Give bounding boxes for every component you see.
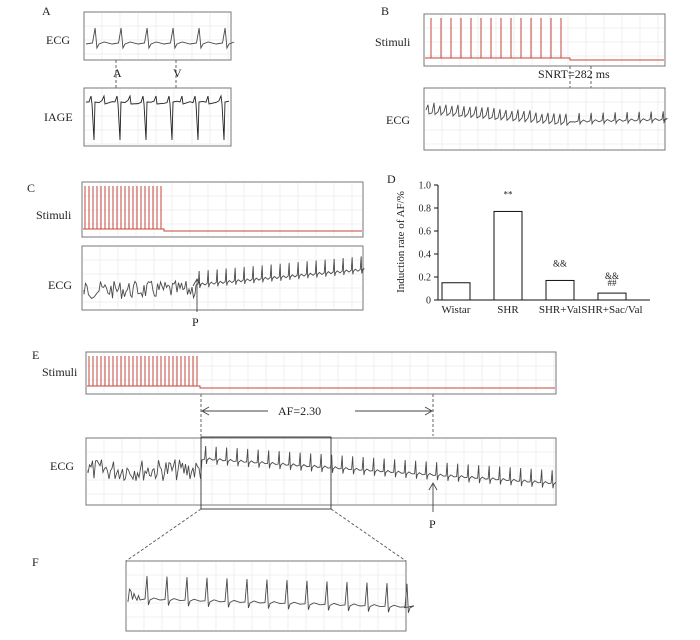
panel-e-stimuli-label: Stimuli <box>42 365 78 379</box>
panel-a-ecg-box <box>83 11 232 61</box>
category-label: Wistar <box>442 304 471 316</box>
panel-e-marker-p: P <box>429 517 436 531</box>
panel-d-y-ticks: 0 0.2 0.4 0.6 0.8 1.0 <box>419 181 438 307</box>
panel-c-marker-p: P <box>192 315 199 329</box>
panel-e-ecg-trace <box>87 445 557 489</box>
significance-mark: && <box>605 271 619 281</box>
panel-e-af-annotation: AF=2.30 <box>278 404 321 418</box>
panel-c-stimuli-label: Stimuli <box>36 208 72 222</box>
category-label: SHR <box>497 304 519 316</box>
panel-e-stimuli-box <box>85 351 557 395</box>
panel-e-stimulus-pulses <box>87 356 555 389</box>
stimulus-baseline <box>83 228 362 232</box>
y-tick-label: 0.8 <box>419 204 432 215</box>
panel-d-ylabel: Induction rate of AF/% <box>395 191 407 293</box>
panel-a-iage-trace <box>85 94 230 141</box>
significance-mark: && <box>553 258 567 268</box>
panel-d-bars <box>441 210 627 301</box>
panel-c-ecg-box <box>81 245 364 311</box>
panel-e-span-right-head <box>424 406 433 416</box>
panel-e-ecg-box <box>85 437 557 506</box>
panel-e-span-left-head <box>201 406 210 416</box>
panel-e: Stimuli AF=2.30 ECG P <box>42 351 557 531</box>
panel-d-letter: D <box>387 172 396 186</box>
panel-e-ecg-grid <box>87 439 555 504</box>
significance-mark: ## <box>608 278 618 288</box>
panel-a-ecg-trace <box>85 27 235 50</box>
panel-a-marker-a: A <box>113 66 122 80</box>
panel-b-ecg-label: ECG <box>386 113 410 127</box>
y-tick-label: 0.2 <box>419 273 432 284</box>
category-label: SHR+Val <box>539 304 581 316</box>
panel-a-iage-grid <box>85 89 230 145</box>
panel-e-p-arrowhead <box>428 482 438 491</box>
panel-e-letter: E <box>32 348 39 362</box>
panel-f-ecg-grid <box>127 562 405 630</box>
panel-c-stimulus-pulses <box>83 186 362 232</box>
y-tick-label: 0 <box>426 296 431 307</box>
panel-f-ecg-trace <box>127 575 415 613</box>
panel-a-iage-label: IAGE <box>44 110 73 124</box>
category-label: SHR+Sac/Val <box>581 304 642 316</box>
stimulus-baseline <box>87 385 555 389</box>
panel-a-iage-box <box>83 87 232 147</box>
panel-b-stimuli-label: Stimuli <box>375 35 411 49</box>
panel-f-zoom-line-left <box>125 508 202 562</box>
panel-a: ECG A V IAGE <box>44 11 235 147</box>
panel-f <box>125 508 415 632</box>
panel-b-ecg-trace <box>425 102 668 127</box>
y-tick-label: 0.4 <box>419 250 432 261</box>
panel-c-letter: C <box>27 181 35 195</box>
panel-a-marker-v: V <box>173 66 182 80</box>
bar-wistar <box>441 282 471 301</box>
panel-f-letter: F <box>32 555 39 569</box>
panel-c-ecg-trace <box>83 256 365 300</box>
panel-b-letter: B <box>381 4 389 18</box>
panel-b-ecg-box <box>423 87 666 151</box>
panel-a-ecg-label: ECG <box>46 33 70 47</box>
panel-c: Stimuli ECG P <box>36 181 365 329</box>
bar-shr <box>493 210 523 301</box>
panel-b-stimuli-grid <box>425 15 664 65</box>
bar-shr-val <box>545 279 575 301</box>
panel-d-significance-marks: **&&&&## <box>504 189 620 288</box>
panel-c-p-arrowhead <box>192 278 202 287</box>
panel-b-ecg-grid <box>425 89 664 149</box>
panel-e-zoom-region <box>200 436 332 510</box>
panel-b-stimuli-box <box>423 13 666 67</box>
panel-e-ecg-label: ECG <box>50 459 74 473</box>
panel-f-zoom-line-right <box>330 508 407 562</box>
panel-a-letter: A <box>42 4 51 18</box>
significance-mark: ** <box>504 189 514 199</box>
y-tick-label: 0.6 <box>419 227 432 238</box>
y-tick-label: 1.0 <box>419 181 432 192</box>
panel-d-bar-chart: Induction rate of AF/% 00.20.40.60.81.0 … <box>395 181 650 316</box>
stimulus-baseline <box>425 57 664 61</box>
panel-b: Stimuli SNRT=282 ms ECG <box>375 13 668 151</box>
bar-shr-sac-val <box>597 292 627 301</box>
panel-d-category-labels: Wistar SHR SHR+Val SHR+Sac/Val <box>442 304 643 316</box>
panel-c-ecg-label: ECG <box>48 278 72 292</box>
panel-b-stimulus-pulses <box>425 18 664 61</box>
panel-b-snrt-annotation: SNRT=282 ms <box>538 67 610 81</box>
